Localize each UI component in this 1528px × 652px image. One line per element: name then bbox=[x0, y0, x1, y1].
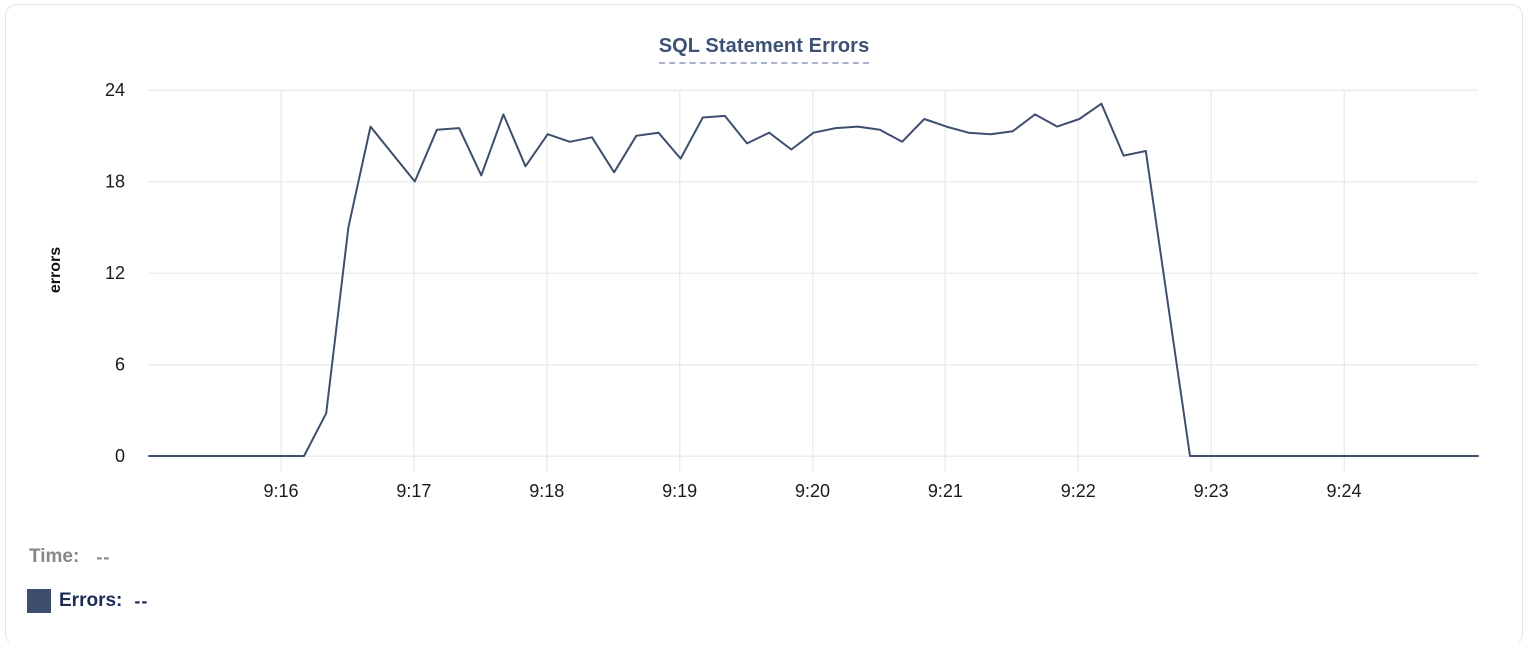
x-tick-label: 9:23 bbox=[1194, 481, 1229, 501]
x-tick-label: 9:24 bbox=[1326, 481, 1361, 501]
chart-title-link[interactable]: SQL Statement Errors bbox=[658, 35, 870, 64]
errors-readout: Errors: -- bbox=[27, 589, 148, 613]
x-tick-label: 9:17 bbox=[396, 481, 431, 501]
x-tick-label: 9:19 bbox=[662, 481, 697, 501]
y-tick-label: 24 bbox=[105, 80, 125, 100]
chart-title-row: SQL Statement Errors bbox=[6, 35, 1522, 64]
x-tick-label: 9:21 bbox=[928, 481, 963, 501]
errors-readout-value: -- bbox=[134, 590, 149, 611]
chart-plot-area[interactable]: 0 6 12 18 24 9:16 9:17 9:18 9:19 9:20 9:21 9:22 9:23… bbox=[6, 5, 1528, 525]
x-tick-label: 9:18 bbox=[529, 481, 564, 501]
x-tick-label: 9:20 bbox=[795, 481, 830, 501]
chart-card: SQL Statement Errors 0 6 12 18 24 9:16 9:17 9:1… bbox=[5, 4, 1523, 646]
time-readout-value: -- bbox=[96, 546, 111, 567]
errors-series-swatch bbox=[27, 589, 51, 613]
y-tick-label: 0 bbox=[115, 446, 125, 466]
time-readout-label: Time: bbox=[29, 546, 80, 567]
y-tick-label: 18 bbox=[105, 172, 125, 192]
x-tick-label: 9:16 bbox=[263, 481, 298, 501]
time-readout: Time: -- bbox=[29, 546, 110, 568]
errors-line-series bbox=[148, 102, 1479, 457]
y-tick-label: 12 bbox=[105, 263, 125, 283]
x-tick-label: 9:22 bbox=[1061, 481, 1096, 501]
errors-readout-label: Errors: bbox=[59, 590, 123, 611]
y-axis-title: errors bbox=[47, 246, 64, 294]
y-tick-label: 6 bbox=[115, 355, 125, 375]
